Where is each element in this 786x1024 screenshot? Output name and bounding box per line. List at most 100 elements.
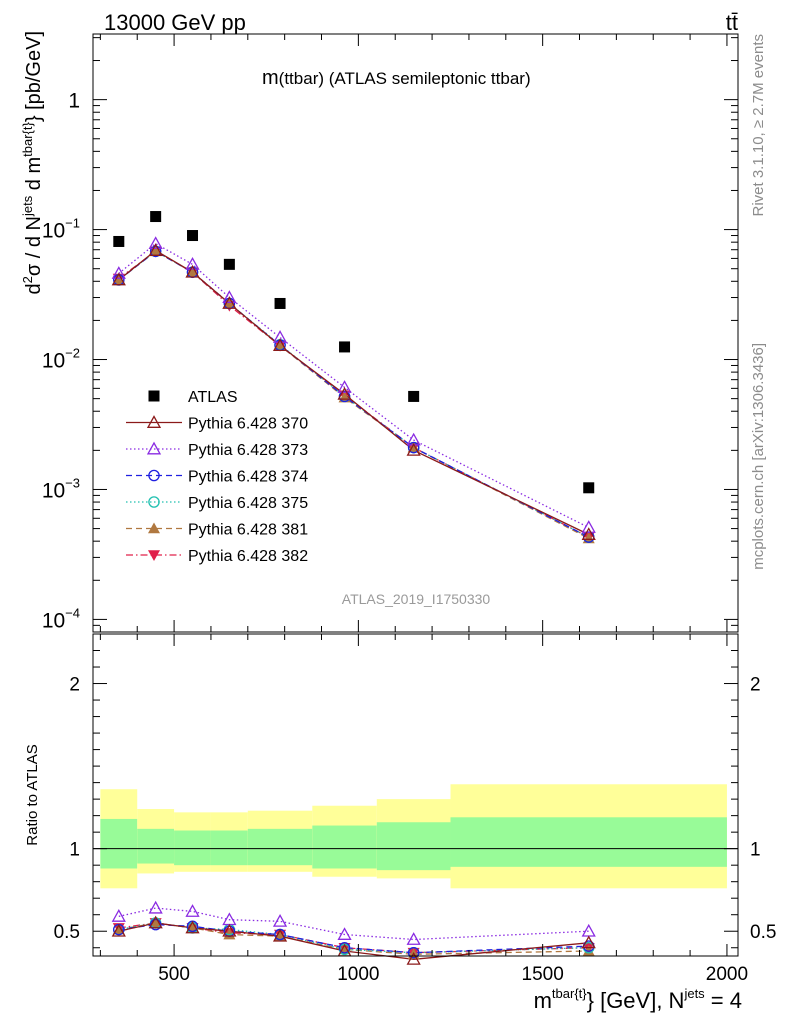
y-tick-base: 10 bbox=[42, 609, 65, 632]
xlabel-part: } [GeV], N bbox=[587, 988, 685, 1013]
legend-label-pythia-6-428-373: Pythia 6.428 373 bbox=[188, 442, 308, 459]
xlabel-sup: tbar{t} bbox=[552, 986, 587, 1001]
point-pythia-6-428-381 bbox=[274, 339, 287, 351]
legend-label-pythia-6-428-374: Pythia 6.428 374 bbox=[188, 469, 308, 486]
point-atlas bbox=[408, 390, 420, 402]
ylabel-part: d bbox=[23, 283, 45, 294]
legend-marker-pythia-6-428-370 bbox=[146, 415, 162, 428]
y-tick-label: 10−1 bbox=[42, 216, 80, 243]
legend-marker-pythia-6-428-382 bbox=[148, 550, 160, 561]
legend: ATLAS Pythia 6.428 370 Pythia 6.428 373 Pyt… bbox=[126, 389, 308, 565]
point-atlas bbox=[223, 258, 235, 270]
ratio-line-pythia-6-428-375 bbox=[118, 922, 589, 954]
point-atlas bbox=[339, 341, 351, 353]
point-atlas bbox=[113, 235, 125, 247]
process-label: tt̄ bbox=[726, 10, 738, 35]
x-tick-label: 2000 bbox=[706, 964, 748, 985]
point-atlas bbox=[187, 230, 199, 242]
ratio-y-tick-label-left: 2 bbox=[69, 675, 80, 696]
ratio-point-pythia-6-428-373 bbox=[406, 932, 421, 945]
point-pythia-6-428-370 bbox=[272, 338, 288, 352]
legend-label-pythia-6-428-370: Pythia 6.428 370 bbox=[188, 416, 308, 433]
main-y-axis-label: d2σ / d Njets d mtbar{t}} [pb/GeV] bbox=[20, 31, 45, 295]
ratio-point-pythia-6-428-370 bbox=[111, 923, 126, 937]
ratio-point-pythia-6-428-381 bbox=[582, 945, 595, 956]
point-pythia-6-428-374 bbox=[407, 441, 420, 454]
ratio-point-pythia-6-428-374 bbox=[338, 941, 351, 954]
main-chart-marks bbox=[111, 211, 596, 544]
ratio-point-pythia-6-428-373 bbox=[111, 909, 126, 922]
ratio-y-tick-label-right: 2 bbox=[750, 675, 761, 696]
ratio-point-pythia-6-428-373 bbox=[148, 900, 163, 914]
ratio-y-tick-label-left: 1 bbox=[69, 840, 80, 861]
point-pythia-6-428-370 bbox=[148, 243, 163, 256]
point-pythia-6-428-370 bbox=[111, 272, 126, 286]
x-axis-label: mtbar{t}} [GeV], Njets = 4 bbox=[534, 986, 742, 1013]
y-tick-base: 10 bbox=[42, 220, 65, 243]
ratio-point-pythia-6-428-370 bbox=[406, 951, 421, 965]
point-pythia-6-428-381 bbox=[186, 266, 199, 277]
ratio-point-pythia-6-428-373 bbox=[185, 904, 200, 917]
point-pythia-6-428-370 bbox=[185, 264, 200, 278]
legend-label-atlas: ATLAS bbox=[188, 389, 238, 406]
y-tick-label: 10−2 bbox=[42, 346, 80, 373]
ratio-point-pythia-6-428-373 bbox=[581, 923, 596, 937]
y-tick-label: 10−3 bbox=[42, 475, 80, 502]
inner-band bbox=[312, 825, 377, 869]
x-tick-label: 1500 bbox=[522, 964, 564, 985]
point-pythia-6-428-381 bbox=[149, 245, 162, 257]
point-pythia-6-428-370 bbox=[337, 386, 352, 400]
ratio-point-pythia-6-428-374 bbox=[149, 918, 162, 931]
point-pythia-6-428-373 bbox=[111, 266, 126, 279]
ratio-point-pythia-6-428-370 bbox=[222, 923, 237, 937]
y-tick-label: 10−4 bbox=[42, 605, 80, 632]
y-tick-exponent: −2 bbox=[65, 346, 80, 361]
main-title: m(ttbar) (ATLAS semileptonic ttbar) bbox=[262, 67, 531, 89]
ylabel-sup: jets bbox=[20, 195, 35, 217]
y-tick-exponent: −3 bbox=[65, 475, 80, 490]
legend-marker-pythia-6-428-373 bbox=[146, 441, 162, 455]
x-tick-label: 1000 bbox=[337, 964, 379, 985]
ylabel-sup: 2 bbox=[20, 276, 35, 283]
ratio-y-axis-label: Ratio to ATLAS bbox=[24, 744, 41, 845]
ratio-point-pythia-6-428-374 bbox=[407, 946, 420, 959]
inner-band bbox=[174, 830, 211, 866]
ratio-point-pythia-6-428-370 bbox=[185, 920, 200, 934]
y-tick-base: 1 bbox=[68, 90, 80, 113]
ylabel-part: } [pb/GeV] bbox=[23, 31, 45, 122]
point-pythia-6-428-373 bbox=[148, 236, 163, 250]
point-pythia-6-428-370 bbox=[222, 296, 237, 309]
y-tick-exponent: −1 bbox=[65, 216, 80, 231]
inner-band bbox=[137, 828, 175, 864]
legend-label-pythia-6-428-382: Pythia 6.428 382 bbox=[188, 548, 308, 565]
legend-label-pythia-6-428-375: Pythia 6.428 375 bbox=[188, 495, 308, 512]
reference-label: ATLAS_2019_I1750330 bbox=[342, 591, 491, 607]
ratio-point-pythia-6-428-370 bbox=[148, 915, 163, 929]
y-tick-base: 10 bbox=[42, 350, 65, 373]
legend-label-pythia-6-428-381: Pythia 6.428 381 bbox=[188, 522, 308, 539]
legend-marker-atlas bbox=[148, 390, 160, 402]
main-title-symbol: m bbox=[262, 67, 279, 89]
ratio-point-pythia-6-428-381 bbox=[149, 916, 162, 928]
ylabel-sup: tbar{t} bbox=[20, 122, 35, 157]
ratio-y-tick-label-right: 1 bbox=[750, 840, 761, 861]
main-plot-frame bbox=[92, 33, 739, 633]
inner-band bbox=[376, 822, 451, 871]
point-pythia-6-428-370 bbox=[406, 443, 421, 456]
series-line-pythia-6-428-375 bbox=[118, 250, 589, 538]
y-tick-label: 1 bbox=[68, 90, 80, 113]
ratio-line-pythia-6-428-370 bbox=[118, 922, 589, 960]
y-tick-base: 10 bbox=[42, 479, 65, 502]
point-pythia-6-428-373 bbox=[222, 290, 237, 303]
legend-marker-pythia-6-428-375 bbox=[148, 496, 160, 508]
series-line-pythia-6-428-370 bbox=[118, 249, 589, 536]
ylabel-part: d m bbox=[23, 157, 45, 196]
point-atlas bbox=[150, 211, 162, 223]
point-pythia-6-428-373 bbox=[272, 330, 288, 343]
ratio-chart-marks bbox=[111, 900, 596, 965]
point-pythia-6-428-373 bbox=[581, 520, 596, 533]
point-pythia-6-428-370 bbox=[581, 527, 596, 540]
y-tick-exponent: −4 bbox=[65, 605, 80, 620]
ratio-point-pythia-6-428-373 bbox=[337, 927, 352, 940]
